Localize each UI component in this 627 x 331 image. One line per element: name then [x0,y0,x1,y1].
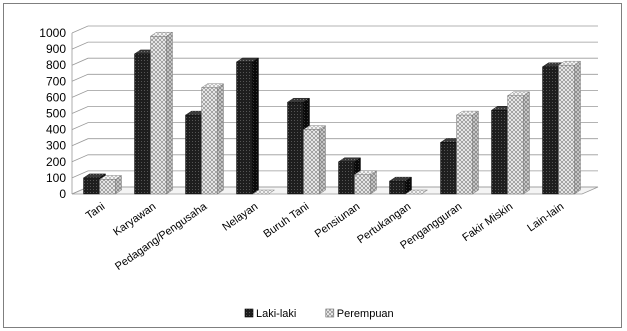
bar-perempuan-0 [98,175,123,195]
x-tick-label: Tani [84,201,107,222]
legend-swatch [244,308,254,318]
bar-front [456,114,473,195]
y-tick-label: 900 [46,42,66,56]
bar-front [542,66,559,195]
gridline [71,73,598,82]
bar-perempuan-2 [200,83,225,195]
bar-side [574,60,581,195]
x-tick-label: Pensiunan [313,201,362,241]
bar-laki-laki-3 [235,57,260,195]
y-tick-label: 300 [46,139,66,153]
y-tick-label: 800 [46,58,66,72]
y-tick-label: 200 [46,155,66,169]
x-tick-label: Karyawan [111,201,158,239]
y-tick-label: 700 [46,74,66,88]
x-tick-label: Pedagang/Pengusaha [113,200,210,273]
bar-front [287,102,304,195]
y-tick-label: 100 [46,171,66,185]
bar-front [440,142,457,195]
bar-front [389,180,406,195]
bar-side [319,125,326,195]
bar-side [472,110,479,195]
x-tick-label: Nelayan [220,201,260,234]
bar-front [354,174,371,195]
bar-perempuan-7 [455,110,480,195]
gridline [71,90,598,98]
gridline [71,138,598,147]
bar-top [404,189,429,195]
bar-front [134,53,151,195]
bar-perempuan-6 [404,189,429,195]
x-tick-label: Fakir Miskin [460,201,515,244]
bar-side [523,91,530,195]
gridline [71,122,598,130]
bar-perempuan-5 [353,170,378,195]
bar-perempuan-9 [557,60,582,195]
y-tick-label: 1000 [39,26,66,40]
bar-front [150,36,167,195]
bar-perempuan-4 [302,125,327,195]
bar-perempuan-1 [149,31,174,195]
legend-label: Laki-laki [256,308,296,320]
gridline [71,57,598,66]
bar-front [491,110,508,195]
x-tick-label: Buruh Tani [261,201,311,241]
bar-front [558,64,575,195]
bar-side [166,31,173,195]
bar-laki-laki-6 [388,176,413,195]
bar-front [507,95,524,195]
gridline [71,154,598,163]
gridline [71,170,598,179]
y-tick-label: 400 [46,123,66,137]
bar-front [201,87,218,195]
bar-perempuan-8 [506,91,531,195]
legend-label: Perempuan [337,308,394,320]
bar-side [217,83,224,195]
bar-front [83,177,100,195]
bar-front [236,61,253,195]
gridline [71,25,598,34]
bar-front [185,114,202,195]
bar-top [251,189,276,195]
bar-front [303,129,320,195]
bar-side [252,57,259,195]
legend-swatch [325,308,335,318]
gridline [71,41,598,50]
y-tick-label: 500 [46,107,66,121]
bar-front [338,161,355,195]
y-tick-label: 0 [59,187,66,201]
x-tick-label: Lain-lain [525,201,566,235]
y-tick-label: 600 [46,90,66,104]
bar-perempuan-3 [251,189,276,195]
gridline [71,106,598,114]
bar-front [99,179,116,195]
